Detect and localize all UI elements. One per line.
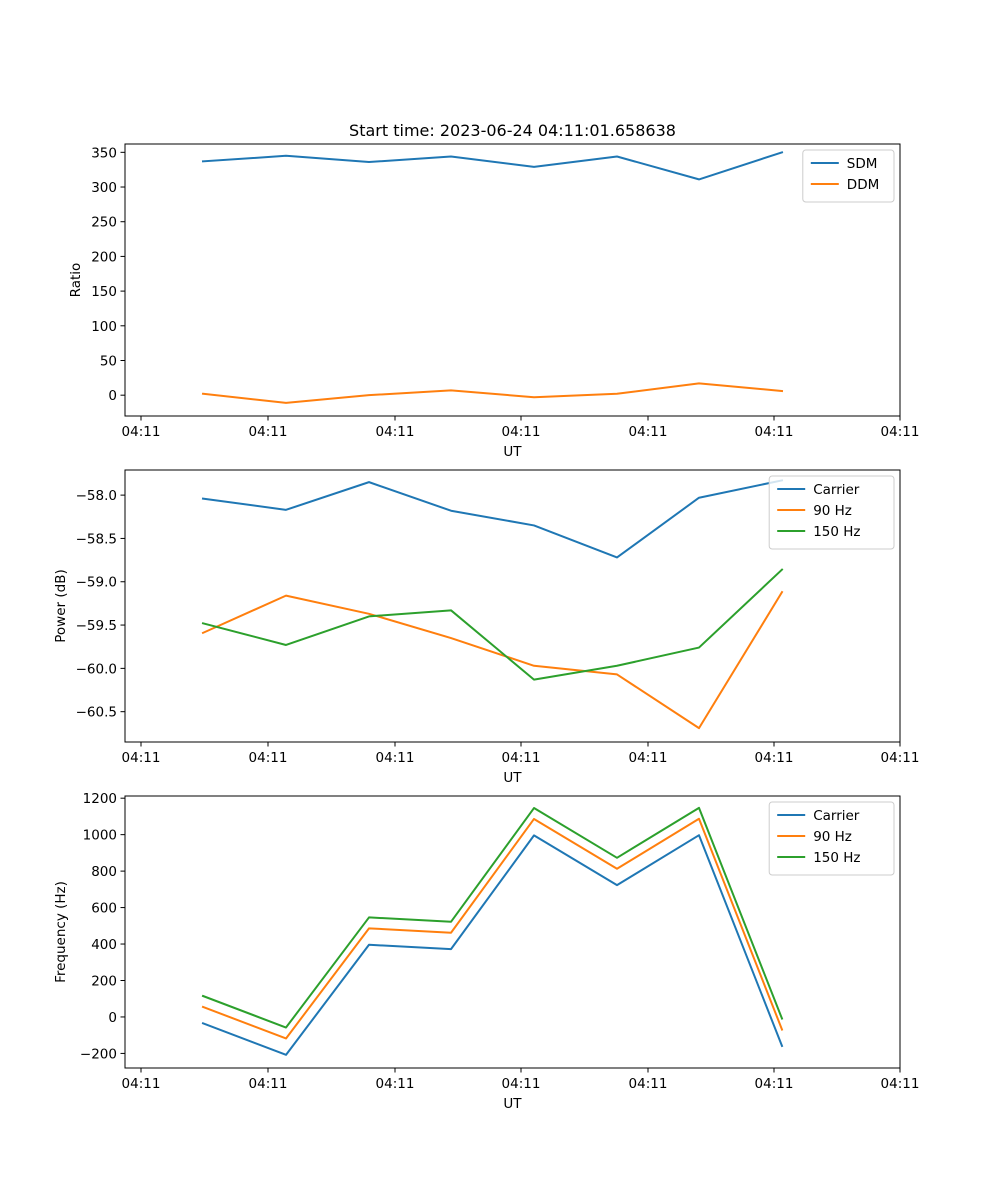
x-axis-label: UT (503, 1096, 522, 1112)
series-line-ddm (201, 382, 784, 404)
frequency-plot-frame (124, 795, 901, 1069)
series-line-carrier (201, 479, 784, 559)
y-tick-label: −59.5 (76, 618, 117, 634)
y-tick-label: −60.0 (76, 661, 117, 677)
y-tick-label: 1000 (83, 828, 117, 844)
x-tick-label: 04:11 (376, 1076, 415, 1092)
x-tick-label: 04:11 (122, 1076, 161, 1092)
x-tick-label: 04:11 (376, 424, 415, 440)
y-tick-label: −58.0 (76, 488, 117, 504)
y-tick-label: 800 (91, 864, 117, 880)
x-tick-label: 04:11 (249, 424, 288, 440)
x-tick-label: 04:11 (629, 1076, 668, 1092)
series-line-150-hz (201, 806, 784, 1029)
x-tick-label: 04:11 (376, 750, 415, 766)
legend-label-90-hz: 90 Hz (813, 829, 852, 845)
x-tick-label: 04:11 (629, 424, 668, 440)
ratio-plot-frame (124, 143, 901, 417)
x-tick-label: 04:11 (122, 424, 161, 440)
x-tick-label: 04:11 (502, 1076, 541, 1092)
x-tick-label: 04:11 (249, 750, 288, 766)
y-axis-label: Ratio (68, 263, 84, 298)
series-line-sdm (201, 151, 784, 181)
x-tick-label: 04:11 (502, 750, 541, 766)
legend-label-ddm: DDM (847, 177, 879, 193)
y-tick-label: −58.5 (76, 531, 117, 547)
x-tick-label: 04:11 (502, 424, 541, 440)
x-tick-label: 04:11 (249, 1076, 288, 1092)
series-line-90-hz (201, 817, 784, 1040)
legend-label-90-hz: 90 Hz (813, 503, 852, 519)
legend: SDM DDM (802, 149, 895, 203)
y-tick-label: 200 (91, 973, 117, 989)
legend: Carrier 90 Hz 150 Hz (768, 475, 895, 550)
power-plot-frame (124, 469, 901, 743)
series-line-carrier (201, 834, 784, 1056)
y-tick-label: −200 (80, 1046, 117, 1062)
legend-label-carrier: Carrier (813, 482, 860, 498)
legend: Carrier 90 Hz 150 Hz (768, 801, 895, 876)
x-axis-label: UT (503, 770, 522, 786)
legend-label-150-hz: 150 Hz (813, 850, 860, 866)
y-tick-label: 300 (91, 180, 117, 196)
x-tick-label: 04:11 (881, 750, 920, 766)
x-axis-label: UT (503, 444, 522, 460)
y-tick-label: 0 (108, 1010, 117, 1026)
y-axis-label: Power (dB) (53, 569, 69, 642)
y-tick-label: 150 (91, 284, 117, 300)
y-tick-label: 1200 (83, 791, 117, 807)
y-tick-label: −59.0 (76, 575, 117, 591)
y-tick-label: 0 (108, 388, 117, 404)
figure-title: Start time: 2023-06-24 04:11:01.658638 (349, 121, 676, 140)
series-line-150-hz (201, 568, 784, 681)
legend-label-150-hz: 150 Hz (813, 524, 860, 540)
x-tick-label: 04:11 (755, 1076, 794, 1092)
x-tick-label: 04:11 (755, 424, 794, 440)
legend-label-sdm: SDM (847, 156, 878, 172)
x-tick-label: 04:11 (629, 750, 668, 766)
y-tick-label: 100 (91, 319, 117, 335)
subplots: 04:11 04:11 04:11 04:11 04:11 04:11 04:11 0 50 10… (53, 143, 920, 1112)
y-tick-label: 600 (91, 901, 117, 917)
ratio-subplot: 04:11 04:11 04:11 04:11 04:11 04:11 04:11 0 50 10… (68, 143, 920, 460)
x-tick-label: 04:11 (755, 750, 794, 766)
frequency-subplot: 04:11 04:11 04:11 04:11 04:11 04:11 04:11 −200 0… (53, 791, 919, 1112)
y-tick-label: 250 (91, 215, 117, 231)
power-subplot: 04:11 04:11 04:11 04:11 04:11 04:11 04:11 −60.5… (53, 469, 920, 786)
legend-label-carrier: Carrier (813, 808, 860, 824)
y-tick-label: 200 (91, 249, 117, 265)
y-tick-label: 350 (91, 145, 117, 161)
y-tick-label: 400 (91, 937, 117, 953)
y-axis-label: Frequency (Hz) (53, 881, 69, 983)
x-tick-label: 04:11 (881, 424, 920, 440)
y-tick-label: 50 (100, 353, 117, 369)
x-tick-label: 04:11 (881, 1076, 920, 1092)
series-line-90-hz (201, 590, 784, 730)
x-tick-label: 04:11 (122, 750, 161, 766)
y-tick-label: −60.5 (76, 705, 117, 721)
